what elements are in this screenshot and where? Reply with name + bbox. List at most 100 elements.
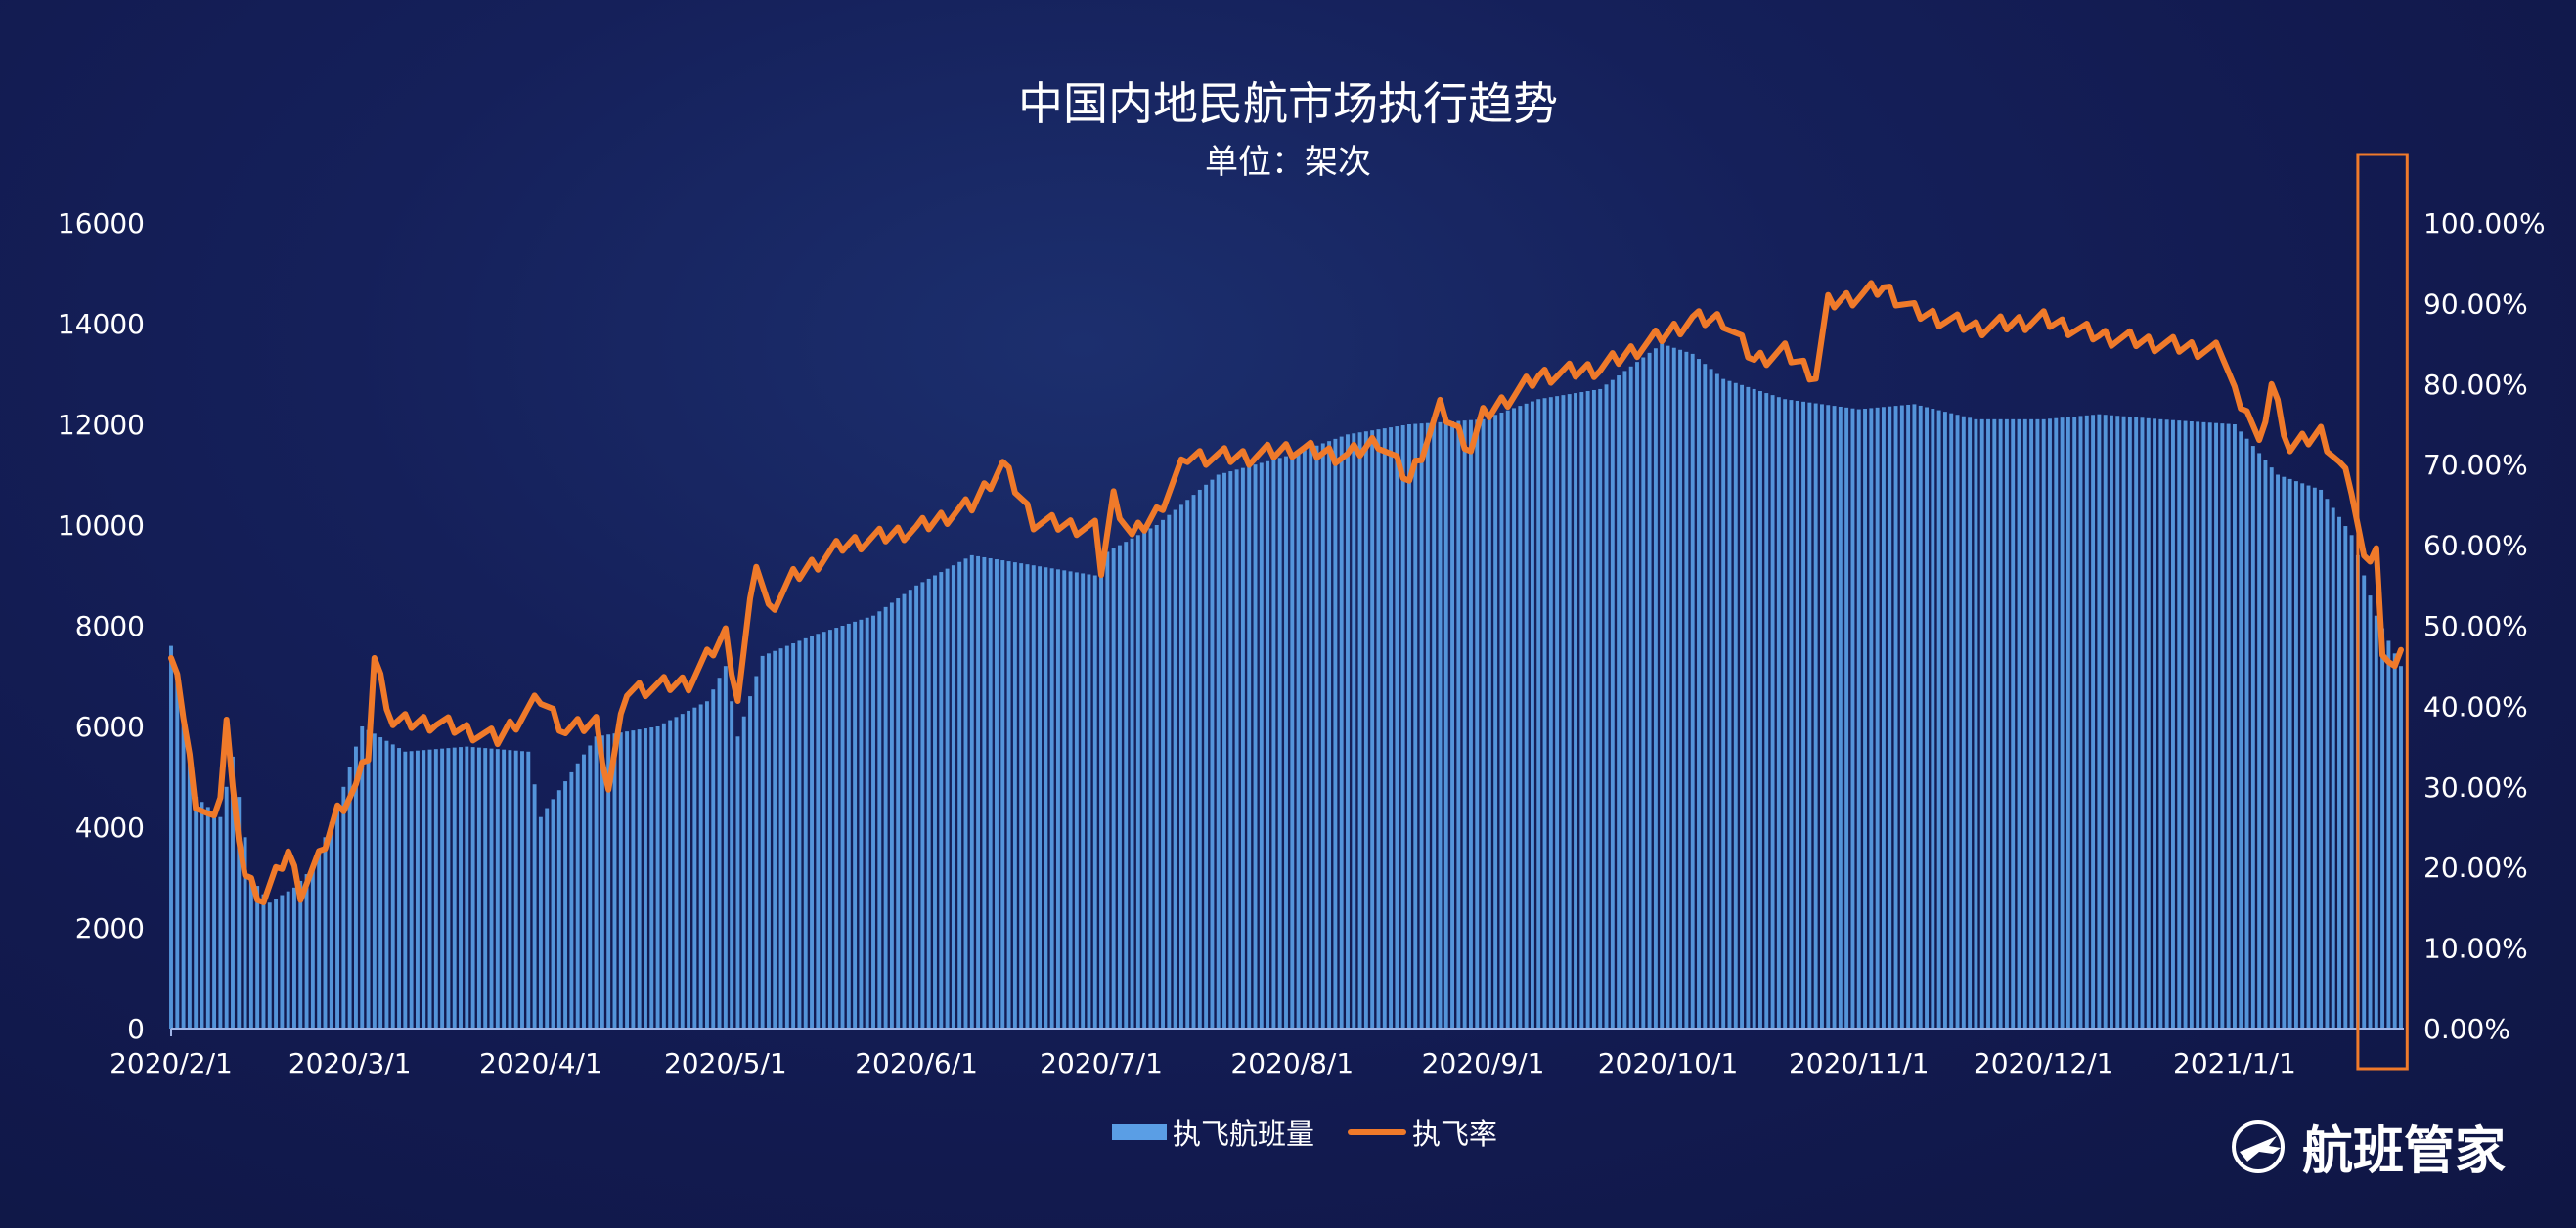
bar bbox=[668, 720, 673, 1029]
bar bbox=[1585, 391, 1590, 1029]
bar bbox=[2269, 467, 2274, 1029]
bar bbox=[1714, 373, 1719, 1029]
bar bbox=[1038, 566, 1043, 1029]
bar bbox=[680, 714, 685, 1030]
bar bbox=[1776, 397, 1781, 1029]
bar bbox=[1044, 567, 1048, 1029]
bar bbox=[205, 807, 210, 1029]
bar bbox=[292, 887, 296, 1029]
bar bbox=[224, 786, 229, 1029]
bar bbox=[1400, 425, 1405, 1029]
bar bbox=[1579, 392, 1584, 1029]
bar bbox=[1487, 417, 1491, 1029]
bar bbox=[2276, 474, 2280, 1029]
bar bbox=[1653, 348, 1658, 1029]
bar bbox=[1697, 359, 1701, 1029]
bar bbox=[1671, 347, 1676, 1030]
bar bbox=[2287, 478, 2292, 1029]
bar bbox=[1376, 429, 1381, 1029]
bar bbox=[766, 653, 771, 1029]
legend-item-line[interactable]: 执飞率 bbox=[1348, 1112, 1497, 1153]
bar bbox=[1462, 420, 1467, 1029]
bar bbox=[2091, 415, 2096, 1029]
bar bbox=[594, 736, 599, 1029]
brand-name: 航班管家 bbox=[2302, 1122, 2507, 1181]
bar bbox=[267, 902, 272, 1029]
bar bbox=[335, 807, 339, 1029]
y-right-tick-label: 60.00% bbox=[2423, 530, 2528, 562]
bar bbox=[1881, 407, 1886, 1029]
bar bbox=[1856, 409, 1861, 1029]
bar bbox=[1925, 407, 1929, 1029]
bar bbox=[1450, 421, 1454, 1029]
bar bbox=[1469, 419, 1473, 1030]
bar bbox=[1000, 560, 1005, 1029]
bar bbox=[563, 781, 568, 1029]
bar bbox=[532, 784, 537, 1029]
bar bbox=[1074, 572, 1079, 1029]
x-tick-label: 2020/8/1 bbox=[1230, 1047, 1354, 1079]
bar bbox=[422, 750, 426, 1029]
bar bbox=[1709, 369, 1713, 1030]
bar bbox=[2004, 418, 2009, 1030]
bar bbox=[1666, 345, 1670, 1029]
bar bbox=[1327, 441, 1332, 1029]
bar bbox=[945, 568, 950, 1029]
bar bbox=[588, 745, 593, 1029]
y-left-tick-label: 2000 bbox=[75, 912, 145, 944]
bar bbox=[2239, 431, 2243, 1029]
bar bbox=[1284, 456, 1288, 1029]
bar bbox=[896, 598, 901, 1029]
x-tick-label: 2020/11/1 bbox=[1789, 1047, 1930, 1079]
bar bbox=[1622, 371, 1627, 1029]
bar bbox=[2054, 417, 2059, 1030]
bar bbox=[784, 645, 789, 1029]
bar bbox=[286, 891, 290, 1029]
bar bbox=[1167, 514, 1172, 1029]
bar bbox=[452, 747, 457, 1029]
bar bbox=[2399, 666, 2403, 1029]
bar bbox=[1296, 452, 1301, 1029]
y-right-tick-label: 0.00% bbox=[2423, 1013, 2510, 1045]
bar bbox=[360, 726, 365, 1029]
y-right-tick-label: 20.00% bbox=[2423, 852, 2528, 884]
legend-item-bar[interactable]: 执飞航班量 bbox=[1112, 1112, 1314, 1153]
bar bbox=[347, 767, 352, 1029]
bar bbox=[2349, 535, 2354, 1029]
y-right-tick-label: 90.00% bbox=[2423, 287, 2528, 320]
y-left-tick-label: 14000 bbox=[58, 308, 145, 340]
bar bbox=[988, 557, 993, 1029]
bar bbox=[1936, 410, 1941, 1030]
bar bbox=[748, 696, 752, 1029]
bar bbox=[939, 572, 944, 1029]
bar bbox=[827, 630, 832, 1029]
bar bbox=[2041, 418, 2046, 1030]
bar bbox=[545, 808, 550, 1029]
bar bbox=[822, 632, 826, 1029]
chart-subtitle: 单位：架次 bbox=[1205, 143, 1371, 182]
bar bbox=[2177, 420, 2182, 1029]
bar bbox=[1352, 433, 1356, 1029]
bar bbox=[489, 748, 494, 1029]
bar bbox=[2103, 415, 2108, 1030]
bar bbox=[397, 748, 401, 1029]
bar bbox=[1906, 404, 1911, 1030]
bar bbox=[1628, 366, 1633, 1029]
bar bbox=[2196, 421, 2200, 1029]
bar bbox=[1068, 571, 1073, 1029]
bar bbox=[1931, 409, 1935, 1029]
legend: 执飞航班量 执飞率 bbox=[1112, 1112, 1531, 1153]
bar bbox=[2312, 487, 2317, 1029]
bar bbox=[2343, 526, 2348, 1029]
bar bbox=[2331, 507, 2335, 1029]
y-right-tick-label: 70.00% bbox=[2423, 449, 2528, 481]
bar bbox=[834, 628, 839, 1029]
y-left-tick-label: 4000 bbox=[75, 811, 145, 844]
bar bbox=[2164, 419, 2169, 1029]
bar bbox=[1986, 418, 1990, 1030]
bar bbox=[1912, 404, 1917, 1029]
bar bbox=[1512, 408, 1516, 1029]
bar bbox=[951, 565, 955, 1029]
bar bbox=[317, 852, 322, 1029]
bar bbox=[551, 799, 555, 1029]
